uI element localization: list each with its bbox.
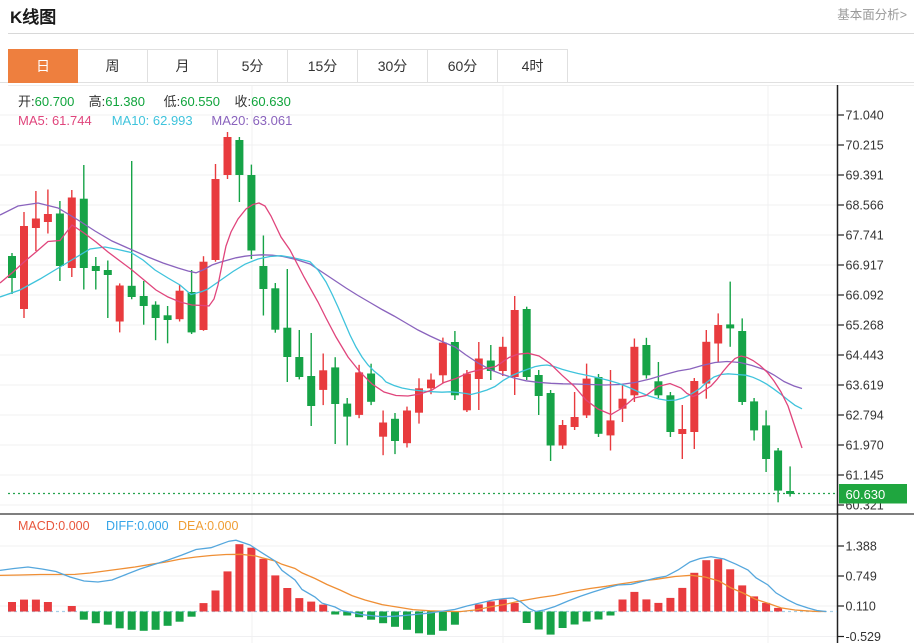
svg-text:-0.529: -0.529 <box>846 630 881 643</box>
svg-text:0.749: 0.749 <box>846 570 877 584</box>
svg-text:MA20: 63.061: MA20: 63.061 <box>211 113 292 128</box>
svg-text:61.145: 61.145 <box>846 469 884 483</box>
svg-text:收:60.630: 收:60.630 <box>235 94 291 109</box>
svg-text:66.092: 66.092 <box>846 289 884 303</box>
svg-text:63.619: 63.619 <box>846 379 884 393</box>
svg-text:低:60.550: 低:60.550 <box>164 94 220 109</box>
svg-text:61.970: 61.970 <box>846 439 884 453</box>
svg-text:65.268: 65.268 <box>846 319 884 333</box>
svg-text:MA5: 61.744: MA5: 61.744 <box>18 113 92 128</box>
svg-text:0.110: 0.110 <box>846 600 876 614</box>
svg-text:69.391: 69.391 <box>846 169 884 183</box>
svg-text:62.794: 62.794 <box>846 409 884 423</box>
svg-text:DIFF:0.000: DIFF:0.000 <box>106 519 169 533</box>
svg-text:70.215: 70.215 <box>846 139 884 153</box>
svg-text:MACD:0.000: MACD:0.000 <box>18 519 90 533</box>
svg-text:71.040: 71.040 <box>846 109 884 123</box>
svg-text:高:61.380: 高:61.380 <box>89 94 145 109</box>
svg-text:开:60.700: 开:60.700 <box>18 94 74 109</box>
svg-text:MA10: 62.993: MA10: 62.993 <box>112 113 193 128</box>
svg-text:66.917: 66.917 <box>846 259 884 273</box>
svg-text:DEA:0.000: DEA:0.000 <box>178 519 239 533</box>
svg-text:64.443: 64.443 <box>846 349 884 363</box>
svg-text:1.388: 1.388 <box>846 540 877 554</box>
svg-text:67.741: 67.741 <box>846 229 884 243</box>
svg-text:60.630: 60.630 <box>846 487 886 502</box>
svg-text:68.566: 68.566 <box>846 199 884 213</box>
